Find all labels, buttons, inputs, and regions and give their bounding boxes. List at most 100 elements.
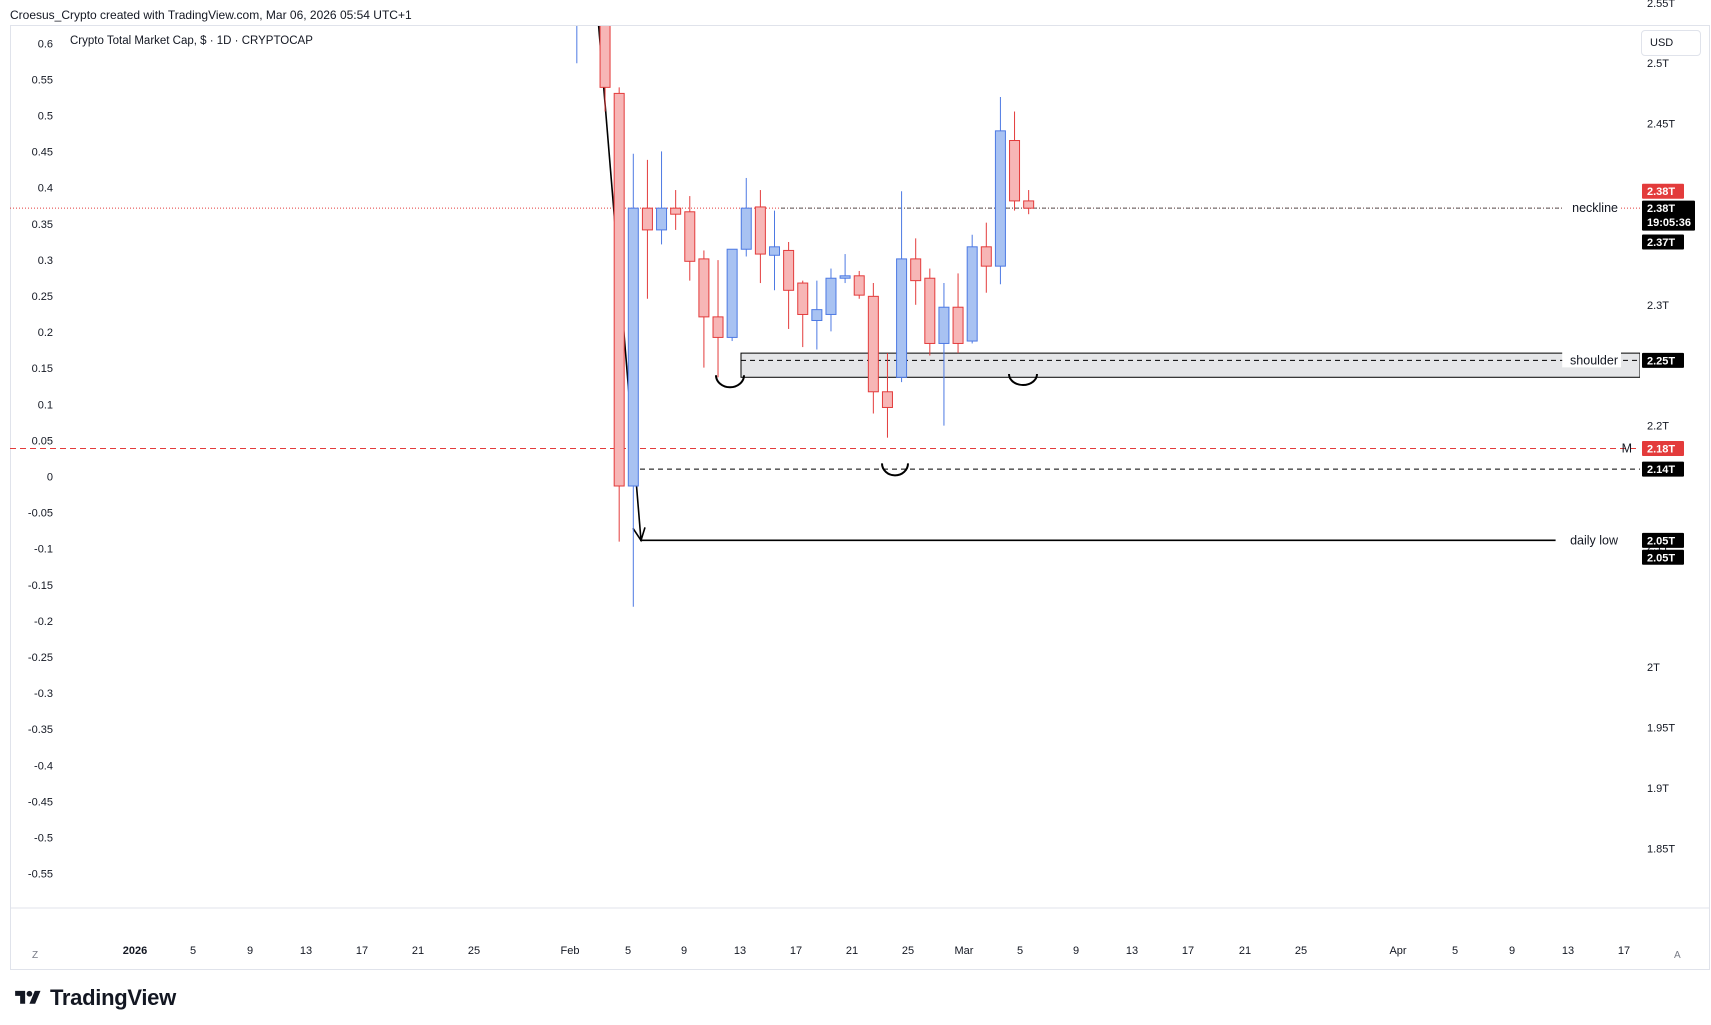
pattern-arc [715, 375, 745, 389]
left-axis-tick-label: -0.15 [28, 580, 53, 592]
pattern-arc [1008, 373, 1038, 386]
price-tag-label: 2.05T [1647, 552, 1675, 564]
x-axis-tick-label: Mar [955, 945, 974, 957]
left-axis-tick-label: 0.05 [32, 435, 53, 447]
left-axis-tick-label: -0.1 [34, 544, 53, 556]
x-axis-tick-label: 2026 [123, 945, 147, 957]
x-axis-tick-label: 9 [1073, 945, 1079, 957]
x-axis-tick-label: 21 [846, 945, 858, 957]
x-axis-tick-label: 25 [1295, 945, 1307, 957]
candle-body [867, 295, 879, 393]
price-tag-label: 2.38T [1647, 203, 1675, 215]
candle-body [769, 246, 780, 256]
x-axis-tick-label: 17 [1182, 945, 1194, 957]
price-tag-bg [1642, 200, 1695, 231]
left-axis-tick-label: 0.3 [38, 255, 53, 267]
candle-body [839, 275, 851, 279]
shoulder-zone [740, 352, 1640, 378]
candle-body [599, 26, 611, 88]
candle-body [980, 246, 992, 267]
candle-body [698, 258, 710, 318]
x-axis-tick-label: 17 [1618, 945, 1630, 957]
left-axis-tick-label: -0.25 [28, 652, 53, 664]
tradingview-logo[interactable]: TradingView [12, 985, 176, 1011]
left-axis-tick-label: 0.1 [38, 399, 53, 411]
price-tag-bg [1642, 441, 1684, 457]
candle-body [754, 206, 766, 255]
left-axis-tick-label: -0.35 [28, 724, 53, 736]
chart-frame[interactable] [10, 25, 1710, 970]
right-axis-tick-label: 2.5T [1647, 58, 1669, 70]
candle-body [924, 277, 936, 344]
price-tag-countdown: 19:05:36 [1647, 217, 1691, 229]
left-axis-tick-label: 0.2 [38, 327, 53, 339]
price-tag-bg [1642, 183, 1684, 199]
price-tag-bg [1642, 549, 1684, 565]
x-axis-tick-label: 9 [681, 945, 687, 957]
x-axis-tick-label: Apr [1389, 945, 1406, 957]
neckline-label-bg [1562, 200, 1621, 216]
left-axis-tick-label: -0.55 [28, 869, 53, 881]
x-axis-tick-label: 13 [1562, 945, 1574, 957]
currency-button[interactable]: USD [1641, 30, 1701, 56]
right-axis-tick-label: 2T [1647, 662, 1660, 674]
left-axis-tick-label: 0.55 [32, 74, 53, 86]
right-axis-tick-label: 1.85T [1647, 843, 1675, 855]
auto-scale-left-button[interactable]: Z [32, 950, 39, 961]
left-axis-tick-label: 0.4 [38, 183, 53, 195]
price-tag-label: 2.05T [1647, 535, 1675, 547]
neckline-label: neckline [1572, 201, 1618, 215]
symbol-legend[interactable]: Crypto Total Market Cap, $ · 1D · CRYPTO… [70, 35, 313, 47]
x-axis-tick-label: 5 [1452, 945, 1458, 957]
price-tag-label: 2.14T [1647, 464, 1675, 476]
x-axis-tick-label: 17 [356, 945, 368, 957]
left-axis-tick-label: 0 [47, 472, 53, 484]
candle-body [726, 248, 738, 338]
right-axis-tick-label: 1.9T [1647, 783, 1669, 795]
x-axis-tick-label: 9 [1509, 945, 1515, 957]
x-axis-tick-label: 9 [247, 945, 253, 957]
candle-body [896, 258, 908, 378]
shoulder-label-bg [1562, 352, 1621, 368]
candle-body [627, 207, 639, 487]
candle-body [656, 207, 668, 231]
x-axis-tick-label: 13 [1126, 945, 1138, 957]
x-axis-tick-label: Feb [561, 945, 580, 957]
candle-body [853, 275, 865, 296]
left-axis-tick-label: -0.45 [28, 796, 53, 808]
x-axis-tick-label: 21 [1239, 945, 1251, 957]
left-axis-tick-label: -0.5 [34, 833, 53, 845]
left-axis-tick-label: 0.5 [38, 111, 53, 123]
candle-body [910, 258, 922, 282]
right-axis-tick-label: 2.55T [1647, 0, 1675, 10]
x-axis-tick-label: 21 [412, 945, 424, 957]
right-axis-tick-label: 2.2T [1647, 421, 1669, 433]
x-axis-tick-label: 5 [625, 945, 631, 957]
chart-caption: Croesus_Crypto created with TradingView.… [10, 8, 412, 22]
candle-body [825, 277, 837, 315]
price-tag-label: 2.25T [1647, 355, 1675, 367]
right-axis-tick-label: 2.45T [1647, 119, 1675, 131]
candle-body [966, 246, 978, 342]
auto-scale-button[interactable]: A [1674, 950, 1681, 961]
tradingview-brand-text: TradingView [50, 985, 176, 1010]
candle-body [881, 391, 893, 408]
price-tag-bg [1642, 352, 1684, 368]
right-axis-tick-label: 2.3T [1647, 300, 1669, 312]
x-axis-tick-label: 17 [790, 945, 802, 957]
tradingview-logo-icon [15, 990, 41, 1004]
candle-body [797, 282, 809, 315]
candle-body [670, 207, 682, 215]
candle-body [1023, 200, 1035, 209]
left-axis-tick-label: 0.25 [32, 291, 53, 303]
x-axis-tick-label: 13 [300, 945, 312, 957]
left-axis-tick-label: 0.35 [32, 219, 53, 231]
price-tag-bg [1642, 532, 1684, 548]
left-axis-tick-label: -0.4 [34, 760, 53, 772]
left-axis-tick-label: 0.6 [38, 38, 53, 50]
marker-label: M [1622, 442, 1632, 456]
candle-body [613, 92, 625, 487]
price-tag-label: 2.37T [1647, 237, 1675, 249]
